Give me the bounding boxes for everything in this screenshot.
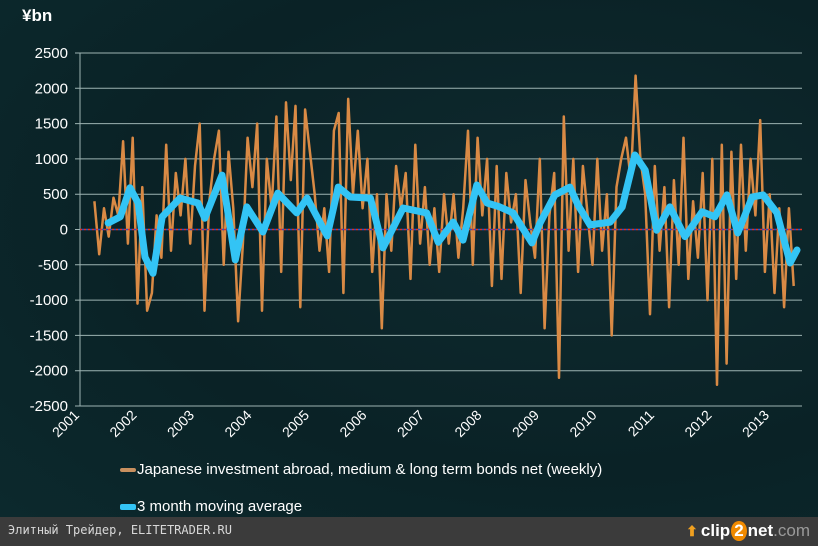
logo-com: .com xyxy=(773,521,810,540)
x-tick-label: 2005 xyxy=(279,407,312,440)
x-tick-label: 2003 xyxy=(164,407,197,440)
y-tick-label: -1500 xyxy=(30,327,68,344)
x-tick-label: 2002 xyxy=(106,407,139,440)
footer-source-text: Элитный Трейдер, ELITETRADER.RU xyxy=(8,523,232,537)
x-tick-label: 2006 xyxy=(336,407,369,440)
legend-label: 3 month moving average xyxy=(137,498,303,515)
clip2net-logo[interactable]: ⬆ clip 2 net .com xyxy=(686,521,810,541)
chart: ¥bn 2500 2000 1500 1000 500 0 -500 -1000 -1500 -2… xyxy=(22,6,802,440)
y-tick-label: -2500 xyxy=(30,398,68,415)
x-tick-label: 2011 xyxy=(625,407,658,440)
y-tick-label: -1000 xyxy=(30,292,68,309)
weekly-bonds-line xyxy=(93,74,795,387)
logo-net: net xyxy=(747,521,774,540)
logo-two: 2 xyxy=(731,521,747,541)
legend-item-weekly: Japanese investment abroad, medium & lon… xyxy=(120,461,602,478)
y-tick-labels: 2500 2000 1500 1000 500 0 -500 -1000 -1500 -2000 -… xyxy=(30,45,68,415)
x-tick-label: 2013 xyxy=(739,407,772,440)
x-tick-label: 2004 xyxy=(221,407,254,440)
y-tick-label: 1500 xyxy=(35,116,68,133)
footer-bar: Элитный Трейдер, ELITETRADER.RU ⬆ clip 2… xyxy=(0,517,818,546)
y-tick-label: 2000 xyxy=(35,80,68,97)
gridlines xyxy=(75,52,802,407)
y-tick-label: 0 xyxy=(60,222,68,239)
x-tick-label: 2012 xyxy=(681,407,714,440)
legend-swatch-orange xyxy=(120,467,136,472)
x-tick-label: 2007 xyxy=(394,407,427,440)
y-tick-label: 2500 xyxy=(35,45,68,62)
moving-average-line xyxy=(104,151,801,277)
x-tick-label: 2008 xyxy=(451,407,484,440)
legend-item-moving-average: 3 month moving average xyxy=(120,498,302,515)
x-tick-labels: 2001 2002 2003 2004 2005 2006 2007 2008 2009 2010… xyxy=(49,407,772,440)
x-tick-label: 2009 xyxy=(509,407,542,440)
y-axis-label: ¥bn xyxy=(22,6,52,25)
upload-arrow-icon: ⬆ xyxy=(686,522,698,539)
legend-swatch-blue xyxy=(120,503,136,510)
y-tick-label: -2000 xyxy=(30,363,68,380)
y-tick-label: 1000 xyxy=(35,151,68,168)
x-tick-label: 2010 xyxy=(566,407,599,440)
logo-clip: clip xyxy=(700,521,731,540)
series xyxy=(80,74,802,387)
legend-label: Japanese investment abroad, medium & lon… xyxy=(137,461,603,478)
y-tick-label: 500 xyxy=(43,186,68,203)
y-tick-label: -500 xyxy=(38,257,68,274)
